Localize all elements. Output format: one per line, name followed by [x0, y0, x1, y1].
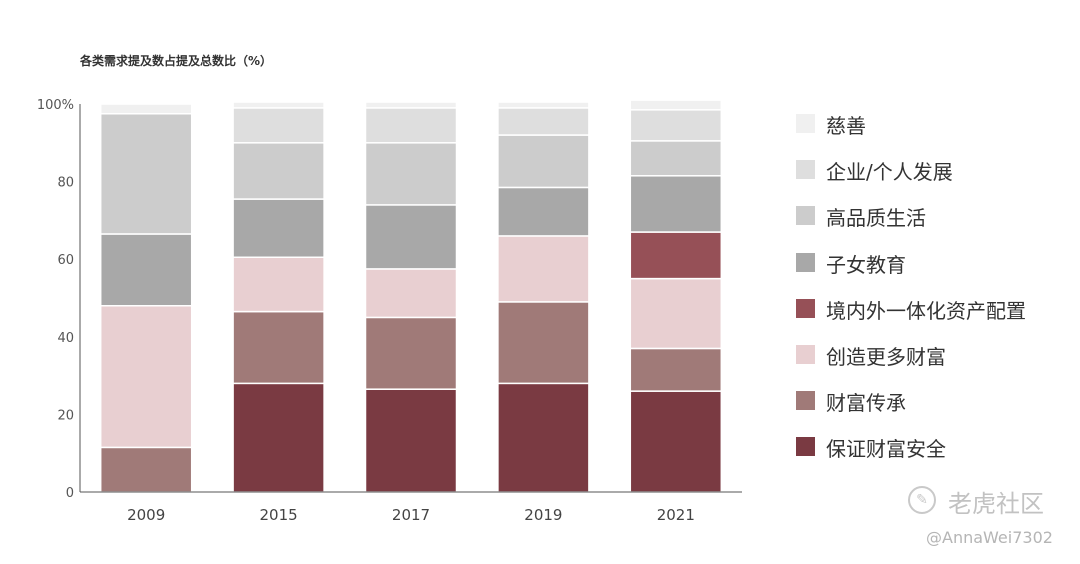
legend-item: 高品质生活 — [796, 200, 1066, 230]
watermark-brand: 老虎社区 — [948, 490, 1044, 518]
bar-segment-2021-6 — [629, 109, 723, 142]
legend-label: 创造更多财富 — [826, 345, 946, 369]
legend-item: 财富传承 — [796, 385, 1066, 415]
tiger-community-logo-icon: ✎ — [908, 486, 936, 514]
bar-segment-2019-0 — [497, 382, 590, 493]
bar-segment-2017-7 — [364, 101, 458, 109]
legend-label: 境内外一体化资产配置 — [826, 298, 1026, 323]
legend-label: 保证财富安全 — [826, 437, 946, 462]
bar-segment-2019-2 — [497, 235, 590, 303]
legend-swatch — [796, 160, 815, 180]
bar-segment-2015-6 — [232, 107, 325, 144]
bar-segment-2017-0 — [364, 388, 458, 493]
bar-segment-2017-1 — [364, 316, 458, 390]
legend-item: 企业/个人发展 — [796, 154, 1066, 184]
legend-label: 财富传承 — [826, 391, 906, 416]
legend-label: 企业/个人发展 — [826, 160, 953, 185]
bar-segment-2015-1 — [232, 310, 325, 385]
legend-item: 慈善 — [796, 108, 1066, 138]
bar-segment-2021-0 — [629, 390, 723, 493]
x-tick-label-2021: 2021 — [657, 506, 695, 524]
bar-segment-2015-4 — [232, 198, 325, 259]
bar-segment-2015-5 — [232, 142, 325, 200]
bar-segment-2017-2 — [364, 268, 458, 319]
bar-segment-2021-1 — [629, 347, 723, 392]
bar-segment-2017-5 — [364, 142, 458, 206]
y-tick-label: 40 — [57, 331, 74, 346]
chart-title: 各类需求提及数占提及总数比（%） — [80, 54, 273, 68]
legend-label: 慈善 — [826, 114, 866, 138]
legend-label: 子女教育 — [826, 252, 906, 277]
bar-segment-2021-2 — [629, 277, 723, 350]
bar-segment-2009-5 — [99, 112, 193, 235]
x-tick-label-2009: 2009 — [127, 506, 165, 524]
y-tick-label: 80 — [57, 176, 74, 191]
bar-segment-2021-5 — [629, 140, 723, 177]
bar-segment-2017-4 — [364, 204, 458, 270]
legend-swatch — [796, 345, 815, 364]
legend-item: 境内外一体化资产配置 — [796, 293, 1066, 323]
legend-swatch — [796, 114, 815, 133]
bar-segment-2019-4 — [497, 186, 590, 237]
bar-segment-2009-4 — [99, 233, 193, 307]
bar-segment-2019-7 — [497, 101, 590, 109]
bar-segment-2019-6 — [497, 107, 590, 136]
legend-swatch — [796, 298, 815, 318]
legend-item: 保证财富安全 — [796, 431, 1066, 461]
bar-segment-2021-4 — [629, 175, 723, 233]
x-tick-label-2015: 2015 — [260, 506, 298, 524]
bar-segment-2009-7 — [99, 103, 193, 115]
watermark-user: @AnnaWei7302 — [926, 528, 1053, 547]
legend-item: 创造更多财富 — [796, 339, 1066, 369]
bar-segment-2015-0 — [232, 382, 325, 493]
y-tick-label: 20 — [57, 408, 74, 423]
legend-swatch — [796, 437, 815, 457]
bar-segment-2019-1 — [497, 301, 590, 385]
bar-segment-2021-3 — [629, 231, 723, 280]
bar-segment-2015-2 — [232, 256, 325, 313]
y-tick-label: 100% — [37, 98, 74, 113]
x-tick-label-2019: 2019 — [524, 506, 562, 524]
y-tick-label: 0 — [66, 486, 74, 501]
y-tick-label: 60 — [57, 253, 74, 268]
legend-swatch — [796, 206, 815, 226]
bar-segment-2019-5 — [497, 134, 590, 189]
legend-swatch — [796, 391, 815, 411]
stacked-bar-chart: 0 20 40 60 80 100% 2009 2015 2017 2019 2021 — [37, 98, 742, 524]
bar-segment-2021-7 — [629, 99, 723, 111]
x-tick-label-2017: 2017 — [392, 506, 430, 524]
legend-swatch — [796, 252, 815, 272]
legend-item: 子女教育 — [796, 247, 1066, 277]
bar-segment-2009-2 — [99, 305, 193, 449]
bar-segment-2015-7 — [232, 101, 325, 109]
legend-label: 高品质生活 — [826, 206, 926, 231]
bar-segment-2009-1 — [99, 446, 193, 493]
bar-segment-2017-6 — [364, 107, 458, 144]
